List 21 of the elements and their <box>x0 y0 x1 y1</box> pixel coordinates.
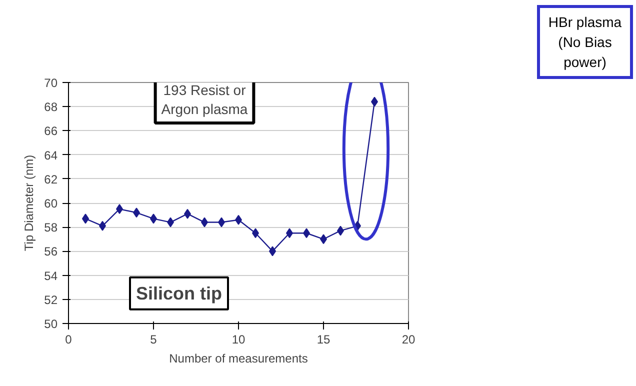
y-tick-label: 56 <box>44 244 58 259</box>
y-tick-label: 52 <box>44 292 58 307</box>
x-tick-label: 10 <box>232 332 246 346</box>
x-tick-label: 0 <box>65 332 72 346</box>
y-tick-label: 50 <box>44 317 58 331</box>
annotation: 193 Resist or Argon plasma <box>161 82 248 117</box>
y-tick-label: 68 <box>44 100 58 114</box>
y-tick-label: 66 <box>44 124 58 138</box>
x-tick-label: 5 <box>150 332 158 346</box>
annotation: Silicon tip <box>136 283 222 304</box>
y-tick-label: 54 <box>44 268 58 283</box>
y-tick-label: 70 <box>44 76 58 90</box>
text: HBr plasma (No Bias power) <box>547 13 623 72</box>
y-axis-title: Tip Diameter (nm) <box>22 154 36 252</box>
y-tick-label: 60 <box>44 196 58 210</box>
y-tick-label: 58 <box>44 220 58 235</box>
y-tick-label: 64 <box>44 148 58 162</box>
x-tick-label: 15 <box>316 332 330 346</box>
x-tick-label: 20 <box>402 332 416 346</box>
x-axis-title: Number of measurements <box>169 352 308 366</box>
y-tick-label: 62 <box>44 172 58 186</box>
